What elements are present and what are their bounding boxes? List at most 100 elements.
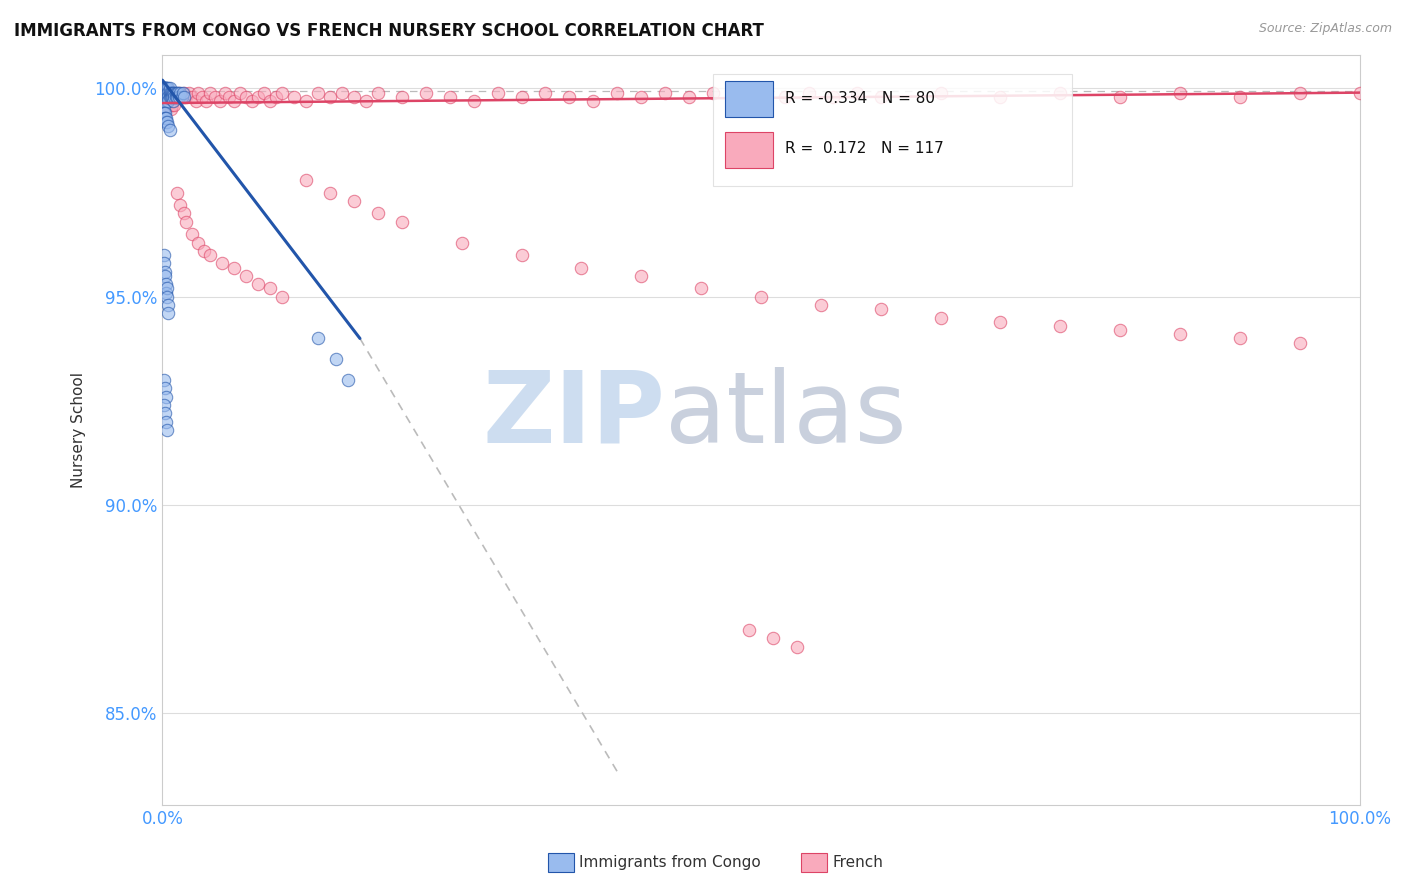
Point [200, 248, 222, 262]
Point [155, 390, 177, 404]
FancyBboxPatch shape [725, 81, 773, 118]
Point [152, 111, 174, 125]
Point [773, 90, 796, 104]
Point [1168, 327, 1191, 342]
Point [155, 285, 177, 300]
Point [821, 90, 844, 104]
Point [1049, 318, 1071, 333]
Point [181, 227, 204, 242]
Point [152, 398, 174, 412]
Point [295, 94, 318, 108]
Point [153, 407, 176, 421]
Text: Source: ZipAtlas.com: Source: ZipAtlas.com [1258, 22, 1392, 36]
Point [159, 103, 181, 117]
Point [152, 81, 174, 95]
Point [187, 86, 209, 100]
Point [558, 90, 581, 104]
Point [162, 86, 184, 100]
Point [162, 90, 184, 104]
Point [153, 90, 176, 104]
Point [173, 206, 195, 220]
Point [415, 86, 437, 100]
Point [1168, 86, 1191, 100]
Point [165, 86, 187, 100]
Point [295, 173, 318, 187]
Point [155, 277, 177, 292]
Text: R =  0.172   N = 117: R = 0.172 N = 117 [785, 142, 943, 156]
Point [153, 265, 176, 279]
Point [155, 94, 177, 108]
Point [330, 86, 353, 100]
Point [571, 260, 593, 275]
Point [156, 423, 179, 437]
Point [162, 94, 184, 108]
Point [690, 281, 713, 295]
Point [157, 81, 180, 95]
Point [157, 90, 180, 104]
Point [156, 281, 179, 295]
Point [163, 86, 186, 100]
Point [654, 86, 676, 100]
Point [450, 235, 472, 250]
Text: ZIP: ZIP [482, 367, 665, 464]
Text: Immigrants from Congo: Immigrants from Congo [579, 855, 761, 870]
Point [177, 86, 200, 100]
Point [367, 206, 389, 220]
Point [990, 90, 1012, 104]
Point [156, 115, 179, 129]
Point [163, 86, 186, 100]
Point [235, 268, 257, 283]
Point [160, 86, 183, 100]
Point [159, 90, 181, 104]
Point [193, 244, 215, 258]
Point [155, 86, 177, 100]
Text: IMMIGRANTS FROM CONGO VS FRENCH NURSERY SCHOOL CORRELATION CHART: IMMIGRANTS FROM CONGO VS FRENCH NURSERY … [14, 22, 763, 40]
Point [307, 331, 329, 345]
Point [929, 86, 952, 100]
Point [157, 94, 180, 108]
Point [156, 81, 179, 95]
Point [152, 86, 174, 100]
Point [153, 381, 176, 395]
Point [153, 86, 176, 100]
Point [167, 90, 190, 104]
Point [159, 86, 181, 100]
FancyBboxPatch shape [713, 74, 1073, 186]
Point [166, 90, 188, 104]
Point [153, 268, 176, 283]
Point [152, 86, 174, 100]
Point [173, 90, 195, 104]
Point [224, 94, 246, 108]
Point [160, 98, 183, 112]
Point [869, 302, 891, 317]
Point [152, 373, 174, 387]
Point [153, 81, 176, 95]
Point [166, 90, 188, 104]
Point [156, 86, 179, 100]
Point [240, 94, 263, 108]
Point [176, 90, 198, 104]
Point [160, 90, 183, 104]
Point [159, 90, 181, 104]
Point [208, 94, 231, 108]
Point [153, 86, 176, 100]
Point [845, 86, 868, 100]
Point [367, 86, 389, 100]
Point [156, 98, 179, 112]
Point [786, 640, 808, 654]
Point [155, 81, 177, 95]
Point [391, 90, 413, 104]
Point [235, 90, 257, 104]
Point [155, 90, 177, 104]
Point [510, 248, 533, 262]
Point [155, 90, 177, 104]
Point [630, 90, 652, 104]
Point [159, 86, 181, 100]
Point [1288, 86, 1310, 100]
Point [181, 90, 204, 104]
Point [307, 86, 329, 100]
Point [606, 86, 628, 100]
Point [810, 298, 832, 312]
Point [159, 123, 181, 137]
Point [157, 94, 180, 108]
